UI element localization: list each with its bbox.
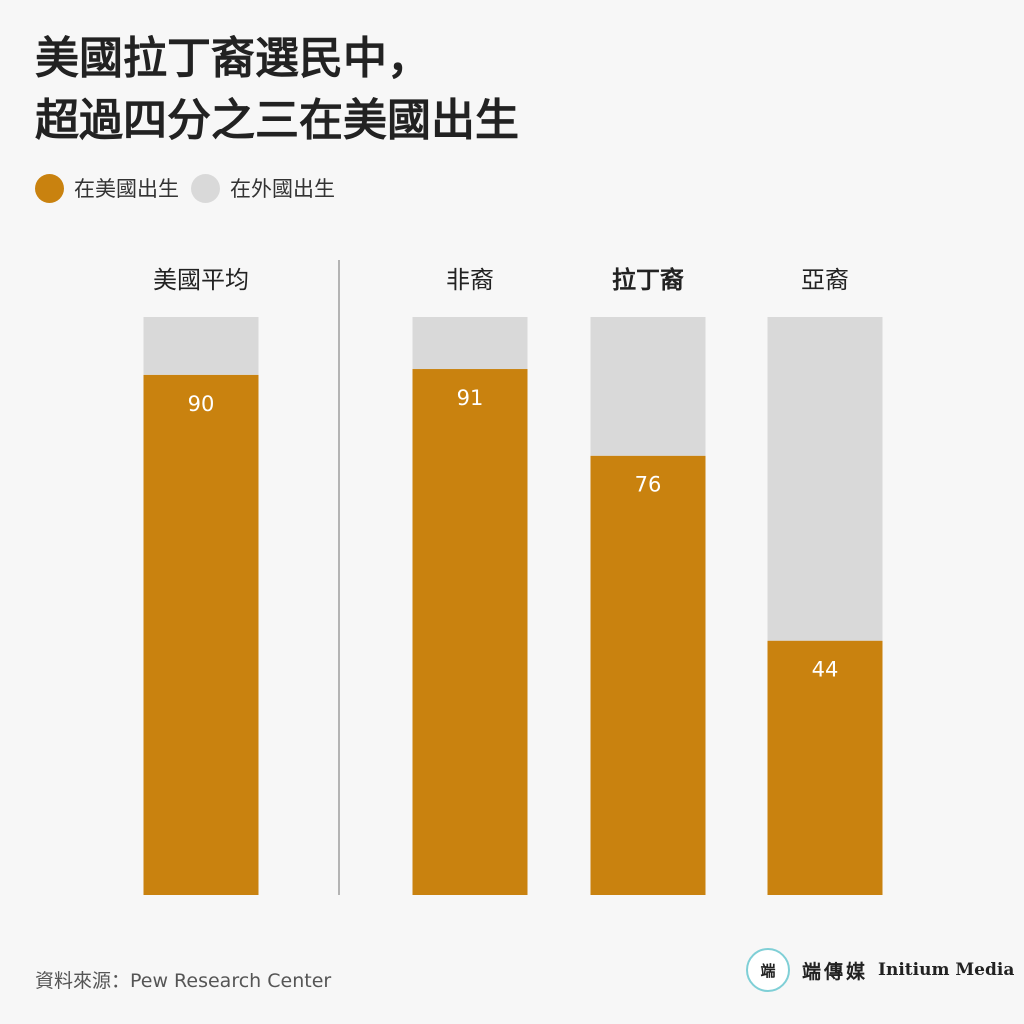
title-line-2: 超過四分之三在美國出生 <box>35 95 519 146</box>
stacked-bar-chart: 美國平均 90 非裔 91 拉丁裔 76 亞裔 44 <box>143 260 883 895</box>
title-line-1: 美國拉丁裔選民中， <box>35 33 431 84</box>
logo-glyph: 端 <box>760 961 776 980</box>
bar-segment-foreign-born <box>412 317 528 370</box>
bar-segment-foreign-born <box>767 317 883 641</box>
bar-segment-foreign-born <box>143 317 259 375</box>
category-label: 亞裔 <box>801 266 849 294</box>
data-label: 44 <box>812 658 839 682</box>
data-label: 76 <box>635 473 662 497</box>
bar-segment-foreign-born <box>590 317 706 456</box>
legend-item-us-born: 在美國出生 <box>35 173 179 203</box>
legend-label-foreign-born: 在外國出生 <box>230 177 335 201</box>
bar-segment-us-born <box>412 369 528 895</box>
brand-name-en: Initium Media <box>878 960 1015 980</box>
legend-label-us-born: 在美國出生 <box>74 177 179 201</box>
legend: 在美國出生 在外國出生 <box>35 173 347 203</box>
data-label: 90 <box>188 392 215 416</box>
data-label: 91 <box>457 386 484 410</box>
legend-swatch-us-born <box>35 173 64 203</box>
source-note: 資料來源：Pew Research Center <box>35 970 332 992</box>
legend-swatch-foreign-born <box>191 173 220 203</box>
category-label: 美國平均 <box>153 266 249 294</box>
initium-logo-icon: 端 <box>746 948 790 992</box>
chart-title: 美國拉丁裔選民中， 超過四分之三在美國出生 <box>35 28 519 152</box>
brand-name-cn: 端傳媒 <box>802 960 869 983</box>
legend-item-foreign-born: 在外國出生 <box>191 173 335 203</box>
bar-segment-us-born <box>767 640 883 895</box>
category-label: 拉丁裔 <box>612 266 684 294</box>
bar-segment-us-born <box>143 374 259 895</box>
brand-logo-block: 端 端傳媒 Initium Media <box>746 948 1014 992</box>
bar-segment-us-born <box>590 455 706 895</box>
category-label: 非裔 <box>446 266 494 294</box>
